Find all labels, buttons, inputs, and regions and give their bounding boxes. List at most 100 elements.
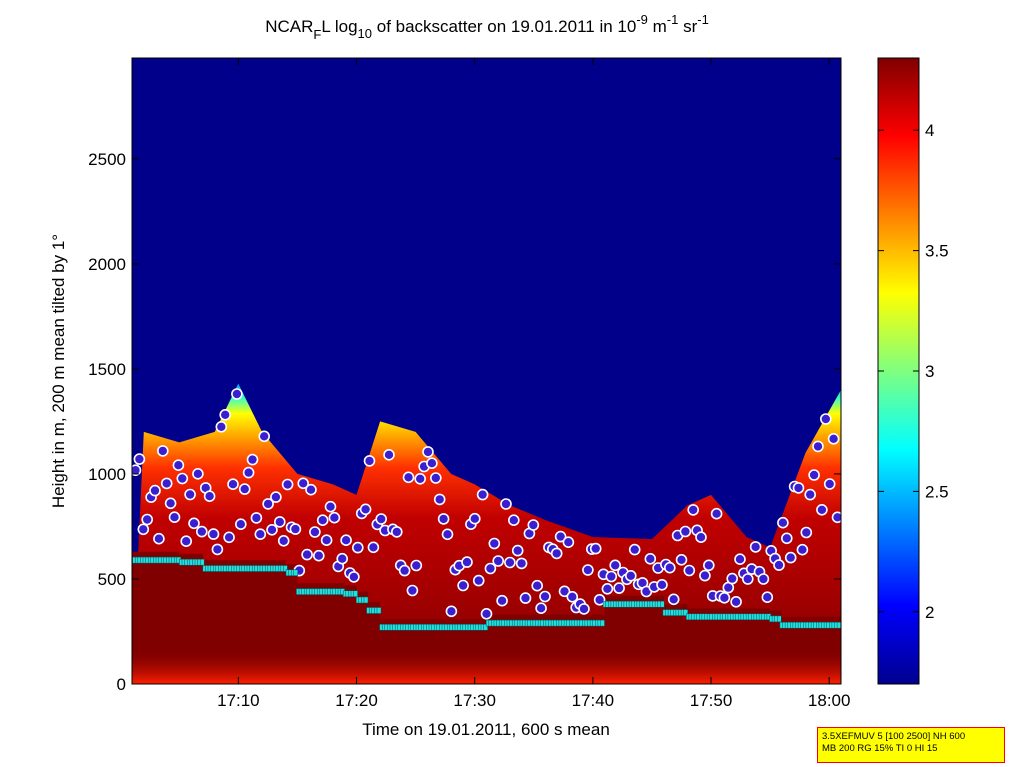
colorbar-tick-label: 2.5 <box>925 482 949 501</box>
cloud-base-marker <box>141 513 153 526</box>
cloud-base-marker <box>609 559 622 572</box>
mixing-layer-markers <box>132 556 841 631</box>
x-axis-label: Time on 19.01.2011, 600 s mean <box>362 720 610 739</box>
y-axis-ticks: 0 500 1000 1500 2000 2500 <box>88 150 841 694</box>
cloud-base-marker <box>207 528 220 540</box>
cloud-base-marker <box>203 490 216 503</box>
cloud-base-marker <box>800 526 813 539</box>
cloud-base-marker <box>445 605 458 618</box>
cloud-base-marker <box>266 523 278 536</box>
x-tick-label: 17:50 <box>690 691 733 710</box>
cloud-base-marker <box>433 493 446 506</box>
cloud-base-marker <box>780 532 793 545</box>
y-tick-label: 2500 <box>88 150 126 169</box>
mixing-layer-marker <box>376 607 382 614</box>
y-axis-label: Height in m, 200 m mean tilted by 1° <box>49 234 68 508</box>
cloud-base-marker <box>270 491 282 503</box>
cloud-base-marker <box>667 593 680 606</box>
cloud-base-marker <box>414 472 427 485</box>
colorbar-tick-label: 3 <box>925 362 934 381</box>
cloud-base-marker <box>710 507 723 520</box>
mixing-layer-marker <box>660 600 665 608</box>
cloud-base-marker <box>562 536 575 549</box>
cloud-base-marker <box>601 582 614 595</box>
near-ground-layer <box>132 650 841 684</box>
cloud-base-marker <box>281 478 294 491</box>
cloud-base-marker <box>816 503 828 516</box>
cloud-base-marker <box>504 556 516 569</box>
cloud-base-marker <box>527 519 540 531</box>
y-tick-label: 1500 <box>88 360 126 379</box>
cloud-base-marker <box>687 504 700 516</box>
info-line-1: 3.5XEFMUV 5 [100 2500] NH 600 <box>822 731 966 742</box>
cloud-base-marker <box>238 483 251 495</box>
mixing-layer-marker <box>353 590 358 597</box>
cloud-base-marker <box>363 455 376 467</box>
cloud-base-marker <box>426 457 438 470</box>
cloud-base-marker <box>188 517 200 530</box>
cloud-base-marker <box>593 593 606 606</box>
x-tick-label: 17:40 <box>572 691 615 710</box>
cloud-base-marker <box>301 548 313 561</box>
cloud-base-marker <box>196 525 208 538</box>
cloud-base-marker <box>605 570 618 583</box>
cloud-base-marker <box>792 482 805 494</box>
colorbar <box>877 57 920 685</box>
cloud-base-marker <box>176 472 189 485</box>
cloud-base-marker <box>480 607 493 620</box>
cloud-base-marker <box>422 446 434 458</box>
cloud-base-marker <box>582 564 594 576</box>
cloud-base-marker <box>554 530 567 543</box>
cloud-base-marker <box>741 573 754 585</box>
cloud-base-marker <box>550 547 563 560</box>
mixing-layer-marker <box>836 621 841 629</box>
cloud-base-marker <box>827 432 840 445</box>
cloud-base-marker <box>367 541 380 554</box>
cloud-base-marker <box>254 528 267 541</box>
cloud-base-marker <box>679 525 692 538</box>
cloud-base-marker <box>823 478 836 490</box>
cloud-base-marker <box>215 420 228 433</box>
cloud-base-marker <box>312 549 325 562</box>
cloud-base-marker <box>250 512 263 524</box>
cloud-base-marker <box>613 582 625 594</box>
cloud-base-marker <box>757 573 770 585</box>
cloud-base-marker <box>402 471 415 484</box>
cloud-base-marker <box>410 559 423 572</box>
cloud-base-marker <box>718 591 731 604</box>
colorbar-tick-label: 3.5 <box>925 242 949 261</box>
cloud-base-marker <box>235 518 247 531</box>
cloud-base-marker <box>773 559 785 571</box>
cloud-base-marker <box>468 512 481 525</box>
mixing-layer-marker <box>683 609 688 616</box>
cloud-base-marker <box>683 564 696 577</box>
cloud-base-marker <box>663 561 676 574</box>
cloud-base-marker <box>558 585 571 598</box>
settings-info-box: 3.5XEFMUV 5 [100 2500] NH 600 MB 200 RG … <box>817 727 1005 763</box>
cloud-base-marker <box>219 408 231 421</box>
cloud-base-marker <box>223 531 235 544</box>
cloud-base-marker <box>429 472 442 484</box>
cloud-base-marker <box>324 500 337 513</box>
cloud-base-marker <box>316 514 329 527</box>
cloud-base-marker <box>749 541 762 553</box>
cloud-base-marker <box>305 483 317 496</box>
cloud-base-marker <box>804 488 817 501</box>
cloud-base-marker <box>784 551 797 564</box>
cloud-base-marker <box>730 595 742 608</box>
cloud-base-marker <box>761 591 774 604</box>
cloud-base-marker <box>492 555 505 567</box>
colorbar-tick-label: 2 <box>925 603 934 622</box>
mixing-layer-marker <box>483 624 488 631</box>
cloud-base-marker <box>812 440 824 453</box>
cloud-base-marker <box>168 511 181 524</box>
cloud-base-marker <box>675 553 688 566</box>
cloud-base-marker <box>289 523 302 535</box>
cloud-base-marker <box>496 594 508 607</box>
cloud-base-marker <box>351 541 364 554</box>
cloud-base-marker <box>578 603 590 615</box>
cloud-base-marker <box>589 542 602 555</box>
mixing-layer-marker <box>363 596 369 604</box>
y-tick-label: 0 <box>117 675 126 694</box>
